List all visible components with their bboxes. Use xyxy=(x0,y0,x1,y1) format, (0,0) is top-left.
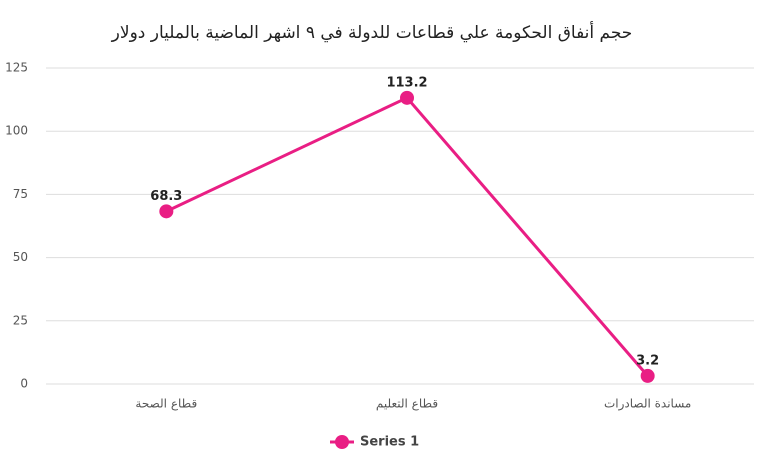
x-tick-label: مساندة الصادرات xyxy=(604,397,691,412)
y-tick-label: 0 xyxy=(20,377,28,391)
y-tick-label: 75 xyxy=(13,187,28,201)
legend-marker xyxy=(335,435,349,449)
data-label: 68.3 xyxy=(150,189,182,204)
x-tick-label: قطاع التعليم xyxy=(376,397,438,411)
y-tick-label: 125 xyxy=(5,61,28,75)
y-tick-label: 100 xyxy=(5,124,28,138)
data-point xyxy=(400,90,414,105)
data-point xyxy=(159,204,174,219)
chart-title: حجم أنفاق الحكومة علي قطاعات للدولة في ٩… xyxy=(111,21,633,43)
legend-label: Series 1 xyxy=(360,435,419,450)
data-label: 3.2 xyxy=(636,353,659,368)
data-point xyxy=(640,368,655,383)
series-line xyxy=(165,95,649,377)
y-tick-label: 50 xyxy=(13,250,28,264)
y-tick-label: 25 xyxy=(13,313,28,327)
data-label: 113.2 xyxy=(386,75,427,90)
x-tick-label: قطاع الصحة xyxy=(135,397,197,411)
